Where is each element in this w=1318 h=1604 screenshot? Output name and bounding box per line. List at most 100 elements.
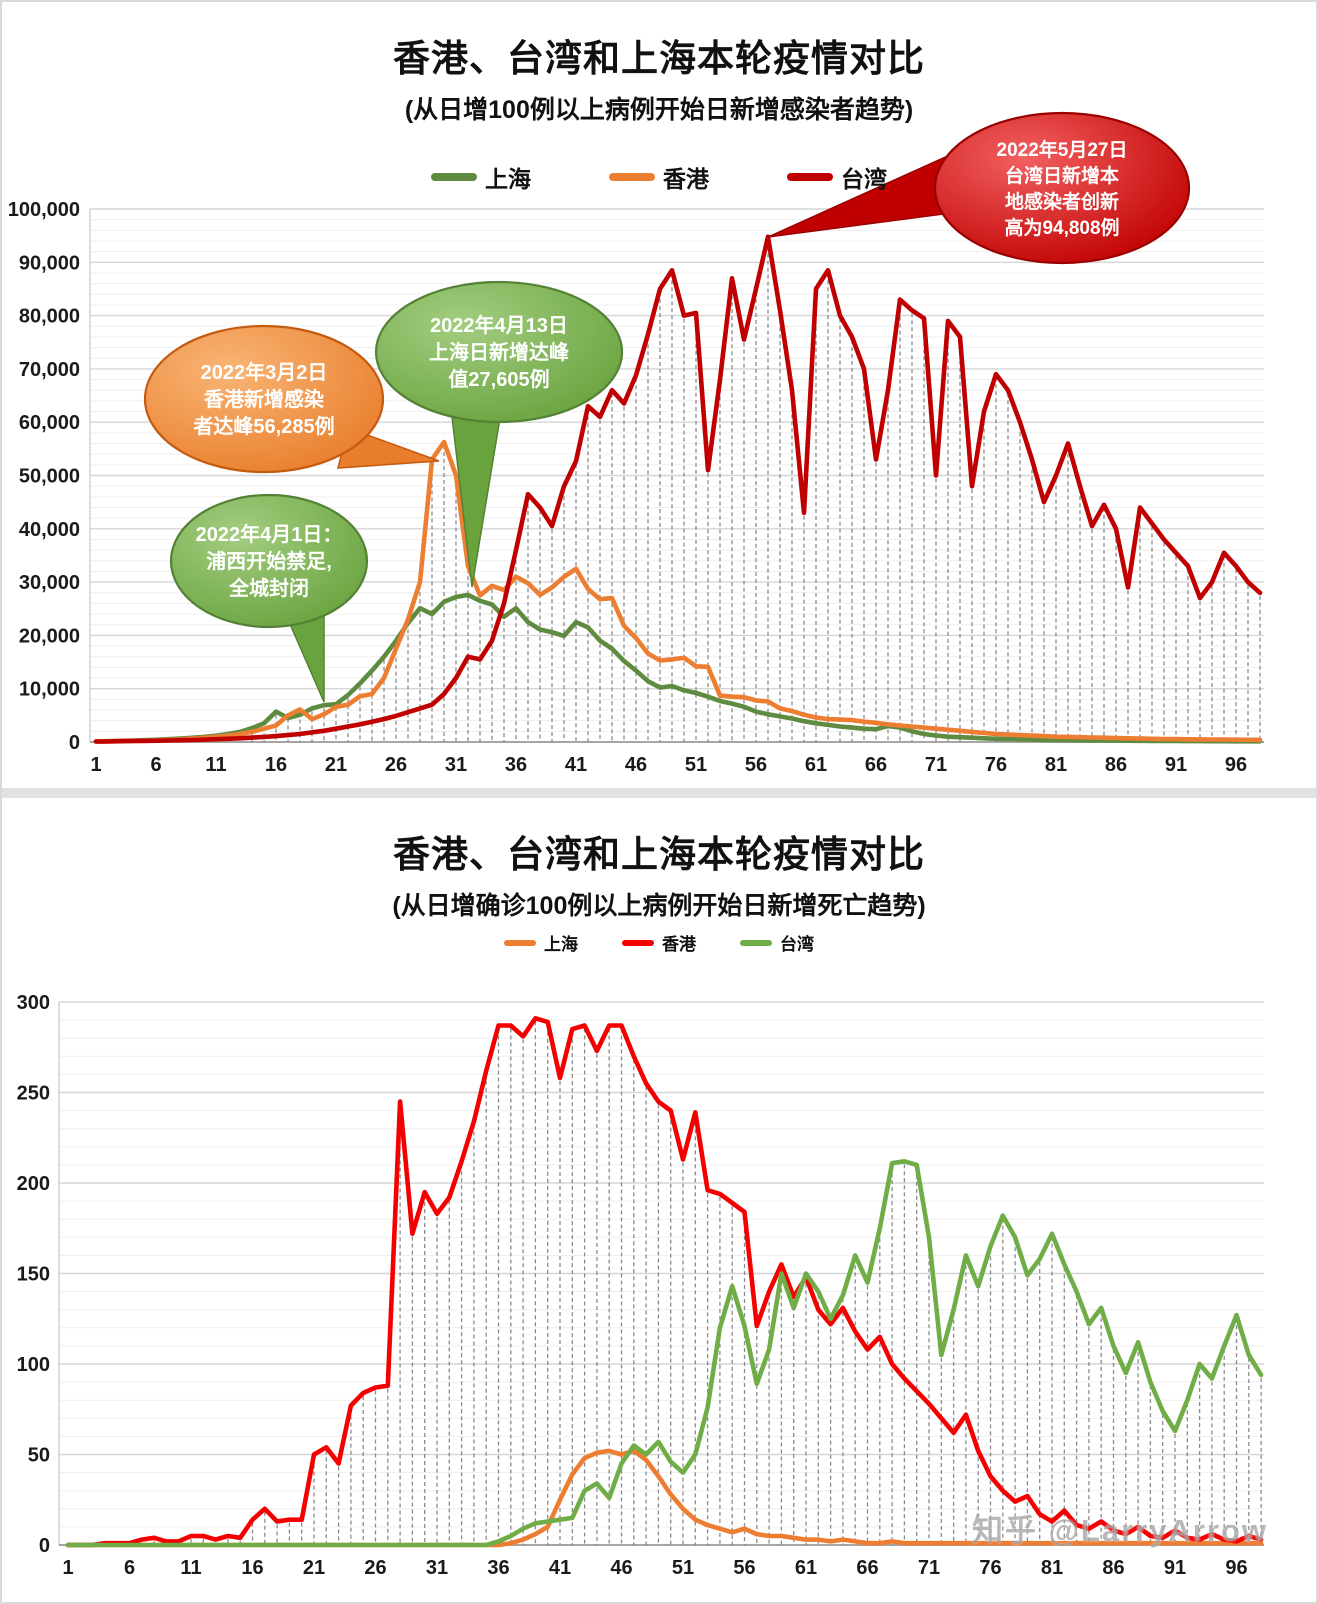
annotation-text-line: 浦西开始禁足, (206, 549, 332, 573)
legend-swatch-shanghai (504, 939, 536, 946)
annotation-text-line: 2022年3月2日 (201, 360, 328, 384)
watermark: 知乎 @LarryArrow (972, 1513, 1268, 1548)
x-tick-label: 46 (625, 754, 647, 776)
annotation-text-line: 全城封闭 (228, 576, 309, 600)
legend-label-shanghai: 上海 (485, 166, 531, 192)
annotation-text-line: 2022年5月27日 (997, 138, 1128, 161)
x-tick-label: 86 (1102, 1557, 1124, 1579)
annotation-bubble (143, 324, 385, 474)
x-tick-label: 21 (325, 754, 347, 776)
x-tick-label: 56 (745, 754, 767, 776)
x-tick-label: 1 (62, 1557, 73, 1579)
legend-label-hongkong: 香港 (663, 166, 709, 192)
x-tick-label: 41 (565, 754, 587, 776)
x-tick-label: 81 (1045, 754, 1067, 776)
deaths-chart-legend: 上海 香港 台湾 (2, 930, 1316, 955)
annotation-text-line: 上海日新增达峰 (429, 340, 569, 364)
legend-swatch-hongkong (609, 173, 655, 181)
x-tick-label: 86 (1105, 754, 1127, 776)
deaths-chart-subtitle: (从日增确诊100例以上病例开始日新增死亡趋势) (392, 892, 926, 920)
y-tick-label: 90,000 (19, 252, 80, 274)
annotation-text-line: 台湾日新增本 (1005, 164, 1119, 187)
infections-chart-legend: 上海 香港 台湾 (2, 160, 1316, 194)
x-tick-label: 51 (685, 754, 707, 776)
x-tick-label: 76 (979, 1557, 1001, 1579)
legend-swatch-taiwan (787, 173, 833, 181)
annotation-bubble (169, 493, 369, 629)
annotation-sh-lockdown: 2022年4月1日： 浦西开始禁足, 全城封闭 (169, 493, 369, 703)
x-tick-label: 26 (385, 754, 407, 776)
legend-item-shanghai: 上海 (431, 160, 531, 194)
panel-divider (2, 788, 1316, 798)
x-tick-label: 76 (985, 754, 1007, 776)
y-tick-label: 80,000 (19, 306, 80, 328)
x-tick-label: 61 (805, 754, 827, 776)
deaths-chart-panel: 300 250 200 150 100 50 0 1 6 11 16 21 26 31 36 41 46 51 56… (2, 798, 1316, 1602)
drop-lines (153, 1021, 1262, 1545)
x-tick-label: 96 (1225, 1557, 1247, 1579)
x-tick-label: 96 (1225, 754, 1247, 776)
legend-swatch-shanghai (431, 173, 477, 181)
legend-item-hongkong: 香港 (609, 160, 709, 194)
series-taiwan-line (65, 1158, 1264, 1548)
legend-label-taiwan: 台湾 (841, 166, 887, 192)
y-tick-label: 0 (69, 732, 80, 754)
annotation-text-line: 值27,605例 (448, 367, 549, 391)
x-tick-label: 1 (90, 754, 101, 776)
infections-chart-panel: 100,000 90,000 80,000 70,000 60,000 50,000 40,… (2, 2, 1316, 788)
x-tick-label: 66 (865, 754, 887, 776)
x-tick-label: 6 (150, 754, 161, 776)
legend-label-taiwan: 台湾 (780, 935, 814, 954)
x-axis-labels: 1 6 11 16 21 26 31 36 41 46 51 56 61 66 71 76 81 86 91 96 (90, 754, 1247, 776)
x-tick-label: 16 (265, 754, 287, 776)
x-tick-label: 66 (856, 1557, 878, 1579)
x-tick-label: 21 (303, 1557, 325, 1579)
annotation-text-line: 者达峰56,285例 (192, 414, 334, 438)
y-tick-label: 40,000 (19, 519, 80, 541)
y-tick-label: 0 (39, 1535, 50, 1557)
annotation-text-line: 高为94,808例 (1004, 216, 1119, 239)
infections-chart-svg: 100,000 90,000 80,000 70,000 60,000 50,000 40,… (8, 111, 1264, 776)
infections-chart-subtitle: (从日增100例以上病例开始日新增感染者趋势) (404, 96, 914, 124)
y-tick-label: 60,000 (19, 412, 80, 434)
y-tick-label: 100,000 (8, 199, 80, 221)
series-taiwan-line (93, 234, 1263, 744)
y-tick-label: 20,000 (19, 625, 80, 647)
y-tick-label: 150 (17, 1264, 50, 1286)
annotation-text-line: 地感染者创新 (1005, 190, 1119, 213)
y-axis-labels: 100,000 90,000 80,000 70,000 60,000 50,000 40,… (8, 199, 80, 754)
infections-chart-title: 香港、台湾和上海本轮疫情对比 (393, 38, 925, 79)
y-tick-label: 250 (17, 1083, 50, 1105)
annotation-text-line: 香港新增感染 (204, 387, 325, 411)
legend-label-shanghai: 上海 (544, 935, 578, 954)
x-tick-label: 31 (426, 1557, 448, 1579)
x-tick-label: 31 (445, 754, 467, 776)
annotation-text-line: 2022年4月1日： (196, 522, 343, 546)
y-tick-label: 30,000 (19, 572, 80, 594)
x-tick-label: 36 (505, 754, 527, 776)
x-tick-label: 16 (241, 1557, 263, 1579)
annotation-text-line: 2022年4月13日 (430, 313, 568, 337)
x-tick-label: 71 (918, 1557, 940, 1579)
x-tick-label: 91 (1165, 754, 1187, 776)
annotation-bubble (933, 111, 1191, 265)
x-tick-label: 46 (610, 1557, 632, 1579)
legend-swatch-taiwan (740, 939, 772, 946)
y-tick-label: 300 (17, 992, 50, 1014)
y-tick-label: 50,000 (19, 466, 80, 488)
legend-item-taiwan: 台湾 (740, 930, 814, 955)
legend-item-hongkong: 香港 (622, 930, 696, 955)
y-tick-label: 10,000 (19, 679, 80, 701)
x-axis-labels: 1 6 11 16 21 26 31 36 41 46 51 56 61 66 71 76 81 86 91 96 (62, 1557, 1247, 1579)
deaths-chart-title: 香港、台湾和上海本轮疫情对比 (393, 834, 925, 875)
x-tick-label: 6 (124, 1557, 135, 1579)
x-tick-label: 61 (795, 1557, 817, 1579)
series-shanghai-line (93, 592, 1263, 744)
x-tick-label: 26 (364, 1557, 386, 1579)
x-tick-label: 11 (180, 1557, 201, 1579)
y-tick-label: 100 (17, 1354, 50, 1376)
